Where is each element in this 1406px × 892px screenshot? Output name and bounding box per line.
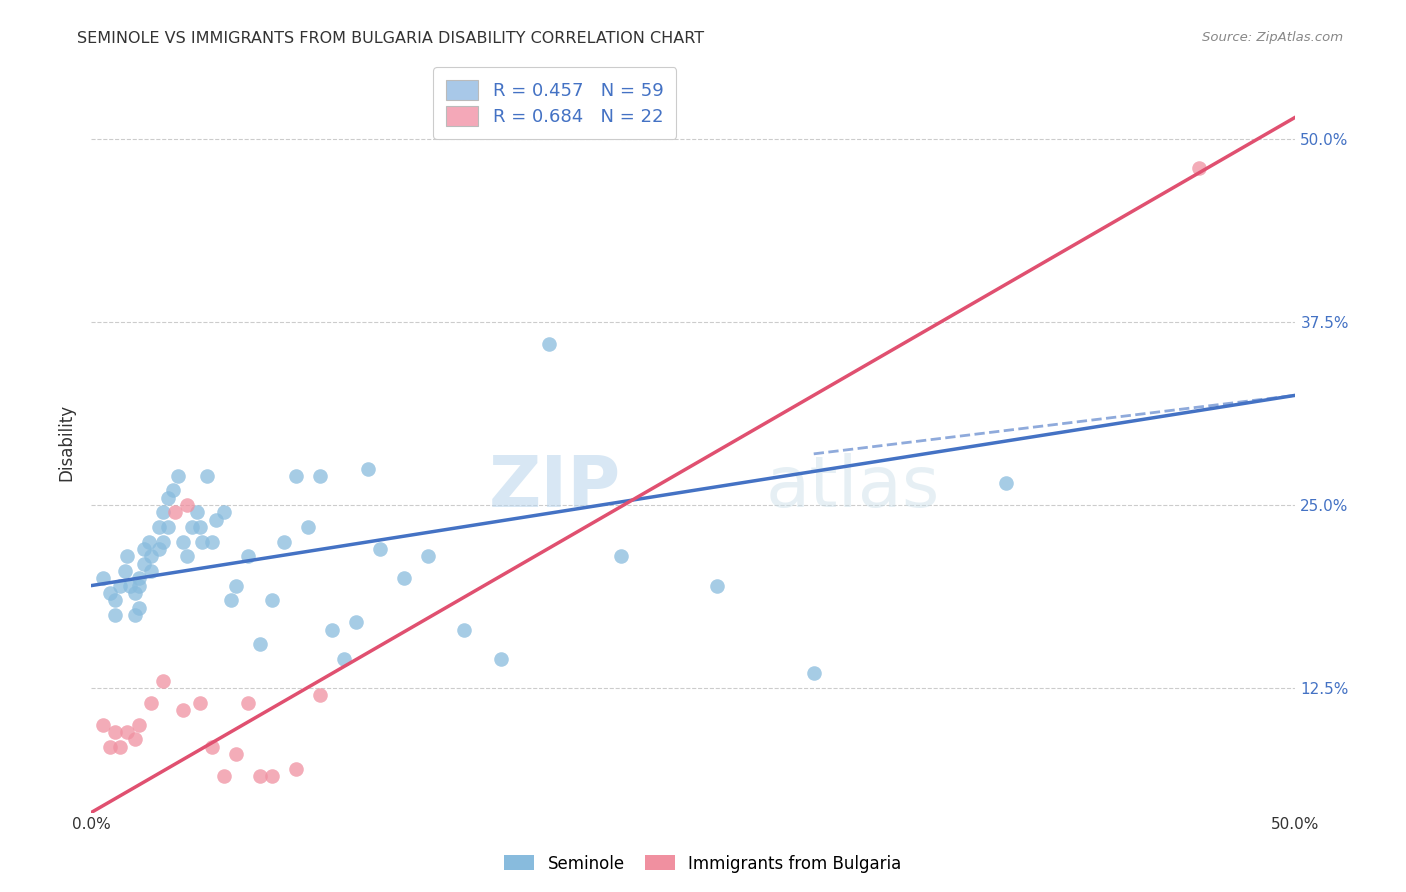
Point	[188, 520, 211, 534]
Point	[124, 732, 146, 747]
Y-axis label: Disability: Disability	[58, 404, 75, 482]
Point	[128, 600, 150, 615]
Point	[212, 769, 235, 783]
Point	[236, 549, 259, 564]
Point	[803, 666, 825, 681]
Point	[284, 468, 307, 483]
Point	[273, 534, 295, 549]
Point	[418, 549, 440, 564]
Point	[104, 725, 127, 739]
Point	[188, 696, 211, 710]
Point	[104, 593, 127, 607]
Point	[181, 520, 204, 534]
Point	[108, 579, 131, 593]
Legend: R = 0.457   N = 59, R = 0.684   N = 22: R = 0.457 N = 59, R = 0.684 N = 22	[433, 68, 676, 139]
Point	[152, 505, 174, 519]
Point	[225, 579, 247, 593]
Point	[368, 541, 391, 556]
Point	[91, 717, 114, 731]
Text: ZIP: ZIP	[489, 453, 621, 522]
Point	[157, 520, 180, 534]
Point	[309, 468, 332, 483]
Text: Source: ZipAtlas.com: Source: ZipAtlas.com	[1202, 31, 1343, 45]
Point	[108, 739, 131, 754]
Point	[249, 637, 271, 651]
Point	[117, 549, 139, 564]
Point	[141, 696, 163, 710]
Point	[100, 739, 122, 754]
Point	[165, 505, 187, 519]
Point	[176, 549, 198, 564]
Point	[148, 520, 170, 534]
Point	[1188, 161, 1211, 176]
Point	[157, 491, 180, 505]
Point	[297, 520, 319, 534]
Point	[104, 607, 127, 622]
Point	[128, 717, 150, 731]
Point	[134, 557, 156, 571]
Point	[260, 593, 283, 607]
Point	[100, 586, 122, 600]
Point	[309, 689, 332, 703]
Point	[321, 623, 343, 637]
Point	[260, 769, 283, 783]
Point	[141, 564, 163, 578]
Point	[236, 696, 259, 710]
Point	[152, 673, 174, 688]
Point	[186, 505, 208, 519]
Point	[148, 541, 170, 556]
Point	[118, 579, 141, 593]
Point	[706, 579, 728, 593]
Point	[333, 652, 356, 666]
Point	[91, 571, 114, 585]
Point	[117, 725, 139, 739]
Point	[114, 564, 136, 578]
Point	[219, 593, 242, 607]
Point	[141, 549, 163, 564]
Point	[212, 505, 235, 519]
Point	[167, 468, 190, 483]
Text: SEMINOLE VS IMMIGRANTS FROM BULGARIA DISABILITY CORRELATION CHART: SEMINOLE VS IMMIGRANTS FROM BULGARIA DIS…	[77, 31, 704, 46]
Point	[489, 652, 512, 666]
Point	[394, 571, 416, 585]
Point	[162, 483, 184, 498]
Point	[249, 769, 271, 783]
Point	[225, 747, 247, 761]
Point	[172, 534, 194, 549]
Point	[124, 586, 146, 600]
Point	[357, 461, 380, 475]
Point	[128, 571, 150, 585]
Point	[200, 534, 222, 549]
Point	[610, 549, 633, 564]
Point	[453, 623, 475, 637]
Point	[537, 337, 560, 351]
Point	[128, 579, 150, 593]
Point	[124, 607, 146, 622]
Point	[995, 476, 1018, 491]
Point	[138, 534, 160, 549]
Point	[195, 468, 218, 483]
Legend: Seminole, Immigrants from Bulgaria: Seminole, Immigrants from Bulgaria	[498, 848, 908, 880]
Point	[200, 739, 222, 754]
Text: atlas: atlas	[765, 453, 941, 522]
Point	[205, 513, 228, 527]
Point	[134, 541, 156, 556]
Point	[172, 703, 194, 717]
Point	[191, 534, 214, 549]
Point	[176, 498, 198, 512]
Point	[152, 534, 174, 549]
Point	[344, 615, 367, 630]
Point	[284, 762, 307, 776]
